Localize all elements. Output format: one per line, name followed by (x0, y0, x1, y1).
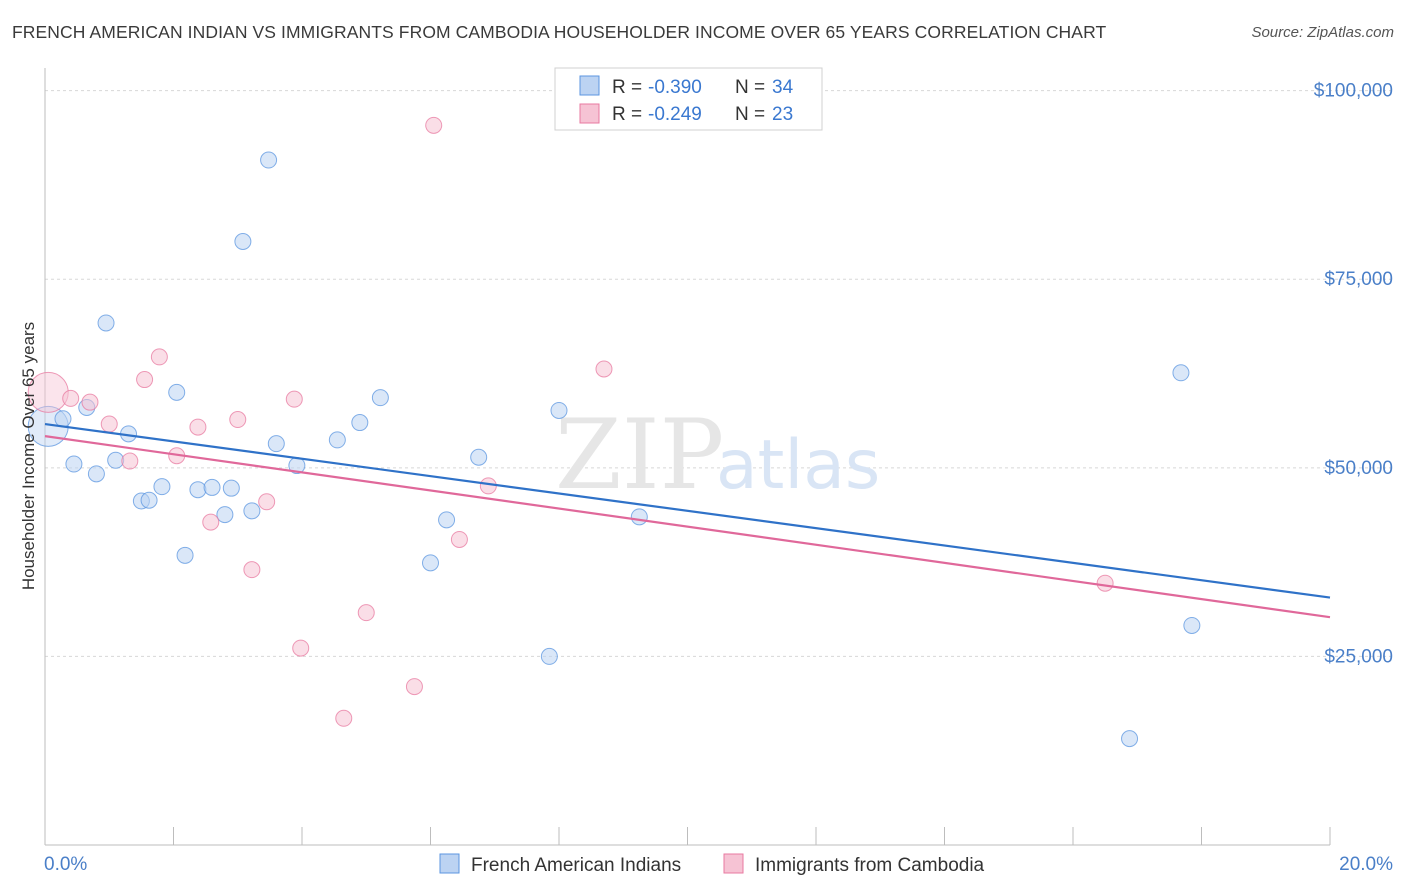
chart-title: FRENCH AMERICAN INDIAN VS IMMIGRANTS FRO… (12, 22, 1107, 42)
point-blue-27 (470, 448, 488, 466)
point-pink-17 (405, 678, 423, 696)
point-pink-1 (62, 389, 80, 407)
point-blue-20 (267, 435, 285, 453)
point-blue-11 (168, 383, 186, 401)
trend-line-pink (44, 435, 1331, 619)
point-blue-12 (176, 546, 194, 564)
bottom-legend-swatch-pink (723, 853, 744, 874)
point-blue-15 (216, 506, 234, 524)
point-pink-2 (81, 393, 99, 411)
point-blue-1 (54, 410, 72, 428)
legend-box: R = -0.390 N = 34 R = -0.249 N = 23 (554, 67, 823, 131)
point-pink-8 (189, 418, 207, 436)
point-pink-22 (1096, 574, 1114, 592)
point-pink-6 (150, 348, 168, 366)
point-pink-13 (285, 390, 303, 408)
legend-swatch-pink (579, 103, 600, 124)
bottom-legend-swatch-blue (439, 853, 460, 874)
y-tick-label-0: $25,000 (1324, 646, 1393, 667)
x-tick-label-0: 0.0% (44, 854, 87, 875)
point-pink-14 (292, 639, 310, 657)
point-blue-26 (438, 511, 456, 529)
legend-r-value-1: -0.390 (648, 77, 702, 98)
watermark-zip: ZIP (555, 399, 724, 511)
data-points (27, 116, 1201, 748)
point-pink-11 (243, 561, 261, 579)
point-blue-6 (107, 451, 125, 469)
point-blue-2 (65, 455, 83, 473)
point-pink-20 (479, 477, 497, 495)
bottom-legend-label-pink: Immigrants from Cambodia (755, 855, 985, 876)
point-blue-24 (371, 389, 389, 407)
point-blue-29 (550, 401, 568, 419)
legend-n-value-2: 23 (772, 104, 793, 125)
x-tick-labels: 0.0% 20.0% (44, 854, 1393, 875)
point-pink-5 (136, 371, 154, 389)
x-tick-label-1: 20.0% (1339, 854, 1393, 875)
point-blue-14 (203, 478, 221, 496)
y-tick-labels: $25,000 $50,000 $75,000 $100,000 (1314, 81, 1393, 668)
point-blue-22 (328, 431, 346, 449)
bottom-legend: French American Indians Immigrants from … (439, 853, 985, 876)
legend-n-value-1: 34 (772, 77, 794, 98)
chart-source: Source: ZipAtlas.com (1251, 24, 1394, 41)
point-pink-19 (450, 530, 468, 548)
point-pink-21 (595, 360, 613, 378)
y-tick-label-1: $50,000 (1324, 458, 1393, 479)
point-pink-15 (335, 709, 353, 727)
trend-line-blue (44, 422, 1331, 599)
bottom-legend-label-blue: French American Indians (471, 855, 681, 876)
point-blue-18 (243, 502, 261, 520)
point-blue-25 (422, 554, 439, 572)
point-blue-33 (1183, 616, 1201, 634)
y-axis-label: Householder Income Over 65 years (19, 322, 38, 590)
legend-swatch-blue (579, 75, 600, 96)
legend-r-label-1: R = (612, 77, 642, 98)
point-blue-30 (630, 508, 648, 526)
axes (44, 68, 1331, 846)
point-pink-18 (425, 116, 443, 134)
point-blue-17 (234, 233, 252, 251)
point-pink-3 (100, 415, 118, 433)
point-blue-23 (351, 414, 369, 432)
point-blue-4 (87, 465, 105, 483)
point-blue-31 (1121, 730, 1139, 748)
point-blue-5 (97, 314, 115, 332)
point-blue-32 (1172, 364, 1190, 382)
point-blue-19 (260, 151, 278, 169)
y-tick-label-3: $100,000 (1314, 81, 1393, 102)
watermark-atlas: atlas (716, 426, 880, 505)
point-pink-12 (258, 493, 276, 511)
point-blue-9 (140, 491, 158, 509)
point-blue-16 (222, 479, 240, 497)
point-pink-4 (121, 452, 139, 470)
y-tick-label-2: $75,000 (1324, 269, 1393, 290)
point-pink-10 (229, 411, 247, 429)
point-pink-9 (202, 513, 220, 531)
point-blue-28 (540, 647, 558, 665)
point-pink-16 (357, 604, 375, 622)
legend-n-label-2: N = (735, 104, 765, 125)
legend-r-label-2: R = (612, 104, 642, 125)
legend-n-label-1: N = (735, 77, 765, 98)
legend-r-value-2: -0.249 (648, 104, 702, 125)
point-blue-10 (153, 478, 171, 496)
point-blue-13 (189, 481, 207, 499)
